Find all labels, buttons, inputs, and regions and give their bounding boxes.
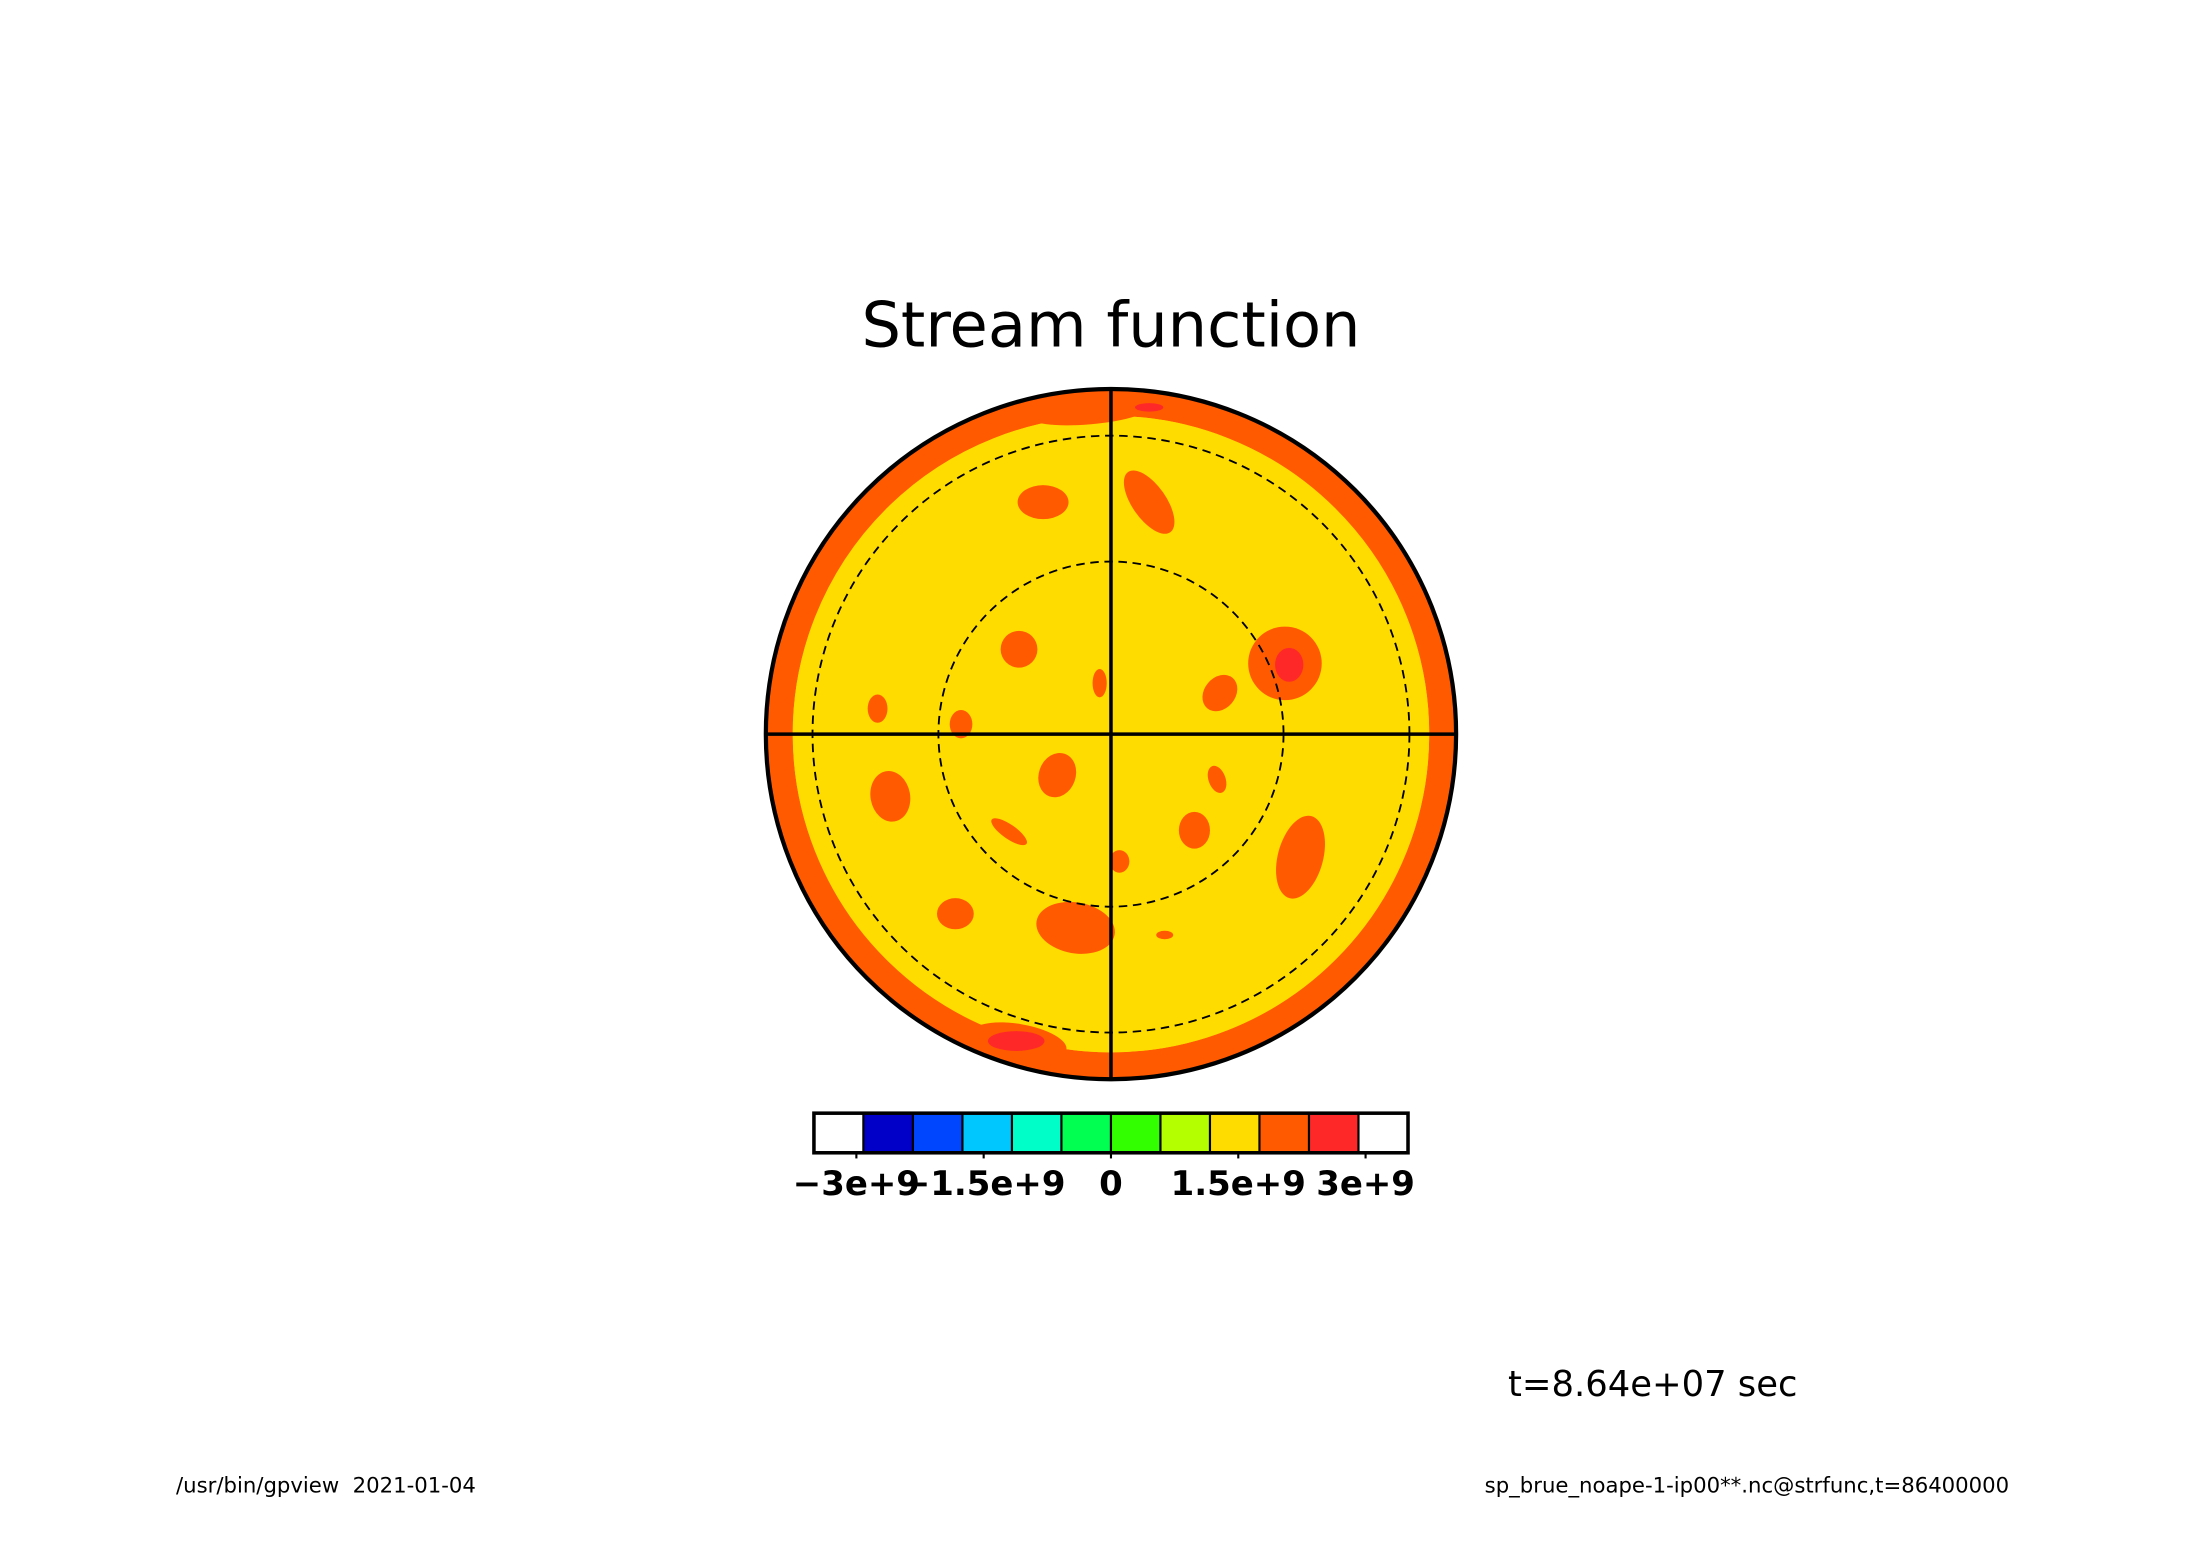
colorbar-box bbox=[812, 1112, 865, 1154]
contour-region bbox=[1038, 752, 1077, 798]
contour-region bbox=[1123, 470, 1175, 534]
colorbar-tick-label: 1.5e+9 bbox=[1171, 1164, 1306, 1204]
colorbar-box bbox=[1060, 1112, 1113, 1154]
contour-region bbox=[1092, 669, 1107, 698]
contour-region bbox=[1036, 901, 1115, 954]
contour-region bbox=[1276, 815, 1325, 899]
chart-title: Stream function bbox=[861, 289, 1360, 362]
contour-peak bbox=[1275, 647, 1304, 682]
colorbar-tick-label: −3e+9 bbox=[793, 1164, 920, 1204]
colorbar-tick-label: −1.5e+9 bbox=[902, 1164, 1066, 1204]
contour-region bbox=[936, 898, 974, 930]
contour-region bbox=[1156, 930, 1174, 940]
colorbar-box bbox=[961, 1112, 1014, 1154]
contour-region bbox=[1202, 674, 1238, 712]
contour-region bbox=[1000, 630, 1038, 668]
colorbar-box bbox=[1307, 1112, 1360, 1154]
colorbar-box bbox=[1109, 1112, 1162, 1154]
colorbar-box bbox=[1010, 1112, 1063, 1154]
colorbar-box bbox=[1159, 1112, 1212, 1154]
footer-right: sp_brue_noape-1-ip00**.nc@strfunc,t=8640… bbox=[1485, 1474, 2009, 1499]
contour-region bbox=[870, 771, 911, 822]
contour-peak bbox=[1135, 403, 1164, 412]
colorbar-box bbox=[1357, 1112, 1410, 1154]
colorbar-box bbox=[862, 1112, 915, 1154]
contour-peak bbox=[987, 1031, 1045, 1051]
contour-region bbox=[867, 694, 888, 723]
colorbar-box bbox=[1208, 1112, 1261, 1154]
contour-region bbox=[1026, 395, 1154, 426]
contour-region bbox=[949, 710, 973, 739]
footer-left: /usr/bin/gpview 2021-01-04 bbox=[176, 1474, 476, 1499]
colorbar-box bbox=[1258, 1112, 1311, 1154]
colorbar-box bbox=[911, 1112, 964, 1154]
time-label: t=8.64e+07 sec bbox=[1508, 1364, 1797, 1405]
contour-region bbox=[1109, 850, 1130, 873]
colorbar-tick-label: 0 bbox=[1099, 1164, 1123, 1204]
map-grid bbox=[763, 386, 1459, 1082]
contour-region bbox=[1017, 485, 1069, 520]
contour-region bbox=[991, 818, 1027, 846]
contour-region bbox=[1178, 811, 1210, 849]
colorbar-tick-label: 3e+9 bbox=[1316, 1164, 1415, 1204]
contour-region bbox=[1207, 765, 1227, 793]
